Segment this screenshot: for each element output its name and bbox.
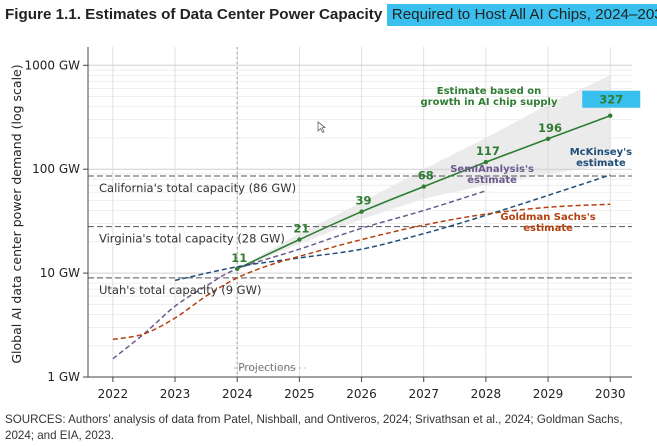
data-label-ai: 196 xyxy=(538,121,562,135)
data-label-ai: 68 xyxy=(418,169,434,183)
series-label-mck: estimate xyxy=(576,158,626,169)
data-point-ai xyxy=(545,136,551,142)
data-point-ai xyxy=(235,266,240,271)
y-tick-label: 1000 GW xyxy=(24,58,80,72)
series-layer xyxy=(112,113,613,360)
cursor-icon xyxy=(317,121,327,134)
sources-note: SOURCES: Authors’ analysis of data from … xyxy=(5,413,623,442)
x-tick-label: 2029 xyxy=(533,387,564,401)
x-tick-label: 2023 xyxy=(160,387,191,401)
series-label-ai: growth in AI chip supply xyxy=(421,97,558,108)
series-line-mck xyxy=(174,174,611,282)
figure-title-main: Figure 1.1. Estimates of Data Center Pow… xyxy=(5,6,383,23)
data-label-ai: 327 xyxy=(599,93,623,107)
data-point-ai xyxy=(359,209,364,214)
x-tick-label: 2025 xyxy=(284,387,315,401)
data-point-ai xyxy=(421,184,426,189)
series-label-semi: estimate xyxy=(467,175,517,186)
reference-line-layer xyxy=(88,175,632,279)
axes-layer: 1 GW 10 GW 100 GW 1000 GW 2022 2023 2024 2025 20… xyxy=(9,47,632,401)
y-tick-label: 1 GW xyxy=(47,370,80,384)
highlight-box-final-value xyxy=(582,90,641,108)
series-label-gs: Goldman Sachs's xyxy=(500,212,595,223)
series-label-semi: SemiAnalysis's xyxy=(450,164,534,175)
reference-line-label: Virginia's total capacity (28 GW) xyxy=(99,232,285,246)
y-axis-title: Global AI data center power demand (log … xyxy=(9,64,24,363)
figure-title-highlight: Required to Host All AI Chips, 2024–2030 xyxy=(386,4,657,26)
data-label-ai: 21 xyxy=(293,222,309,236)
x-tick-label: 2030 xyxy=(595,387,626,401)
figure-title: Figure 1.1. Estimates of Data Center Pow… xyxy=(5,4,657,28)
data-label-ai: 11 xyxy=(231,251,247,265)
series-label-mck: McKinsey's xyxy=(570,147,632,158)
series-line-gs xyxy=(112,203,611,341)
x-tick-label: 2027 xyxy=(408,387,439,401)
series-label-ai: Estimate based on xyxy=(437,86,541,97)
data-label-ai: 117 xyxy=(476,144,500,158)
data-point-ai xyxy=(608,113,613,118)
projections-label: Projections xyxy=(238,362,295,374)
x-tick-label: 2028 xyxy=(471,387,502,401)
x-tick-label: 2022 xyxy=(98,387,129,401)
x-tick-label: 2026 xyxy=(346,387,377,401)
reference-line-label: Utah's total capacity (9 GW) xyxy=(99,283,261,297)
y-tick-label: 10 GW xyxy=(40,266,80,280)
x-tick-label: 2024 xyxy=(222,387,253,401)
series-line-semi xyxy=(112,190,487,360)
series-label-gs: estimate xyxy=(523,223,573,234)
data-label-ai: 39 xyxy=(356,194,372,208)
reference-line-label: California's total capacity (86 GW) xyxy=(99,181,296,195)
power-demand-chart: 1 GW 10 GW 100 GW 1000 GW 2022 2023 2024 2025 20… xyxy=(9,47,641,401)
data-point-ai xyxy=(297,237,302,242)
data-point-ai xyxy=(483,159,489,165)
y-tick-label: 100 GW xyxy=(32,162,80,176)
label-layer: Projections California's total capacity (… xyxy=(99,86,641,374)
